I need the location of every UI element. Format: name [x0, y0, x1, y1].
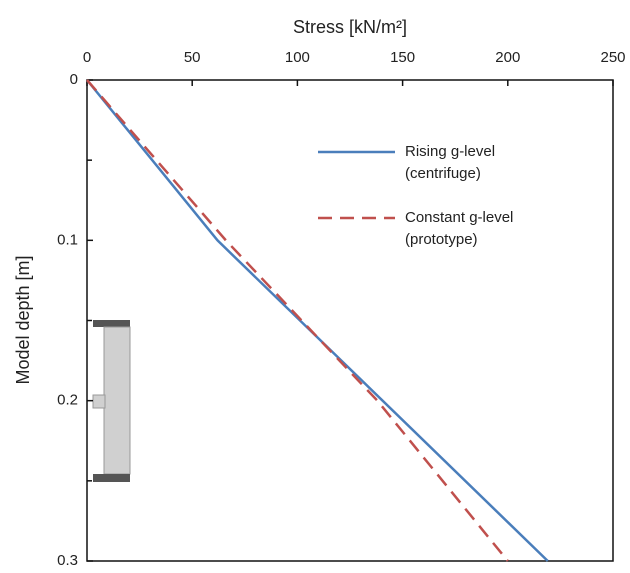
chart-title: Stress [kN/m²]	[293, 17, 407, 37]
x-tick-label: 200	[495, 49, 520, 66]
x-tick-label: 100	[285, 49, 310, 66]
x-tick-label: 250	[600, 49, 625, 66]
y-axis-label: Model depth [m]	[13, 255, 33, 384]
y-tick-label: 0.3	[57, 552, 78, 569]
series-line	[86, 79, 549, 562]
pile-icon	[92, 320, 131, 482]
x-tick-label: 0	[83, 49, 91, 66]
y-tick-label: 0.1	[57, 231, 78, 248]
y-tick-label: 0.2	[57, 392, 78, 409]
x-tick-label: 150	[390, 49, 415, 66]
series-line	[86, 79, 509, 562]
legend-label: Constant g-level (prototype)	[405, 209, 514, 248]
y-tick-label: 0	[70, 71, 78, 88]
x-tick-label: 50	[184, 49, 201, 66]
legend-label: Rising g-level (centrifuge)	[405, 143, 496, 182]
